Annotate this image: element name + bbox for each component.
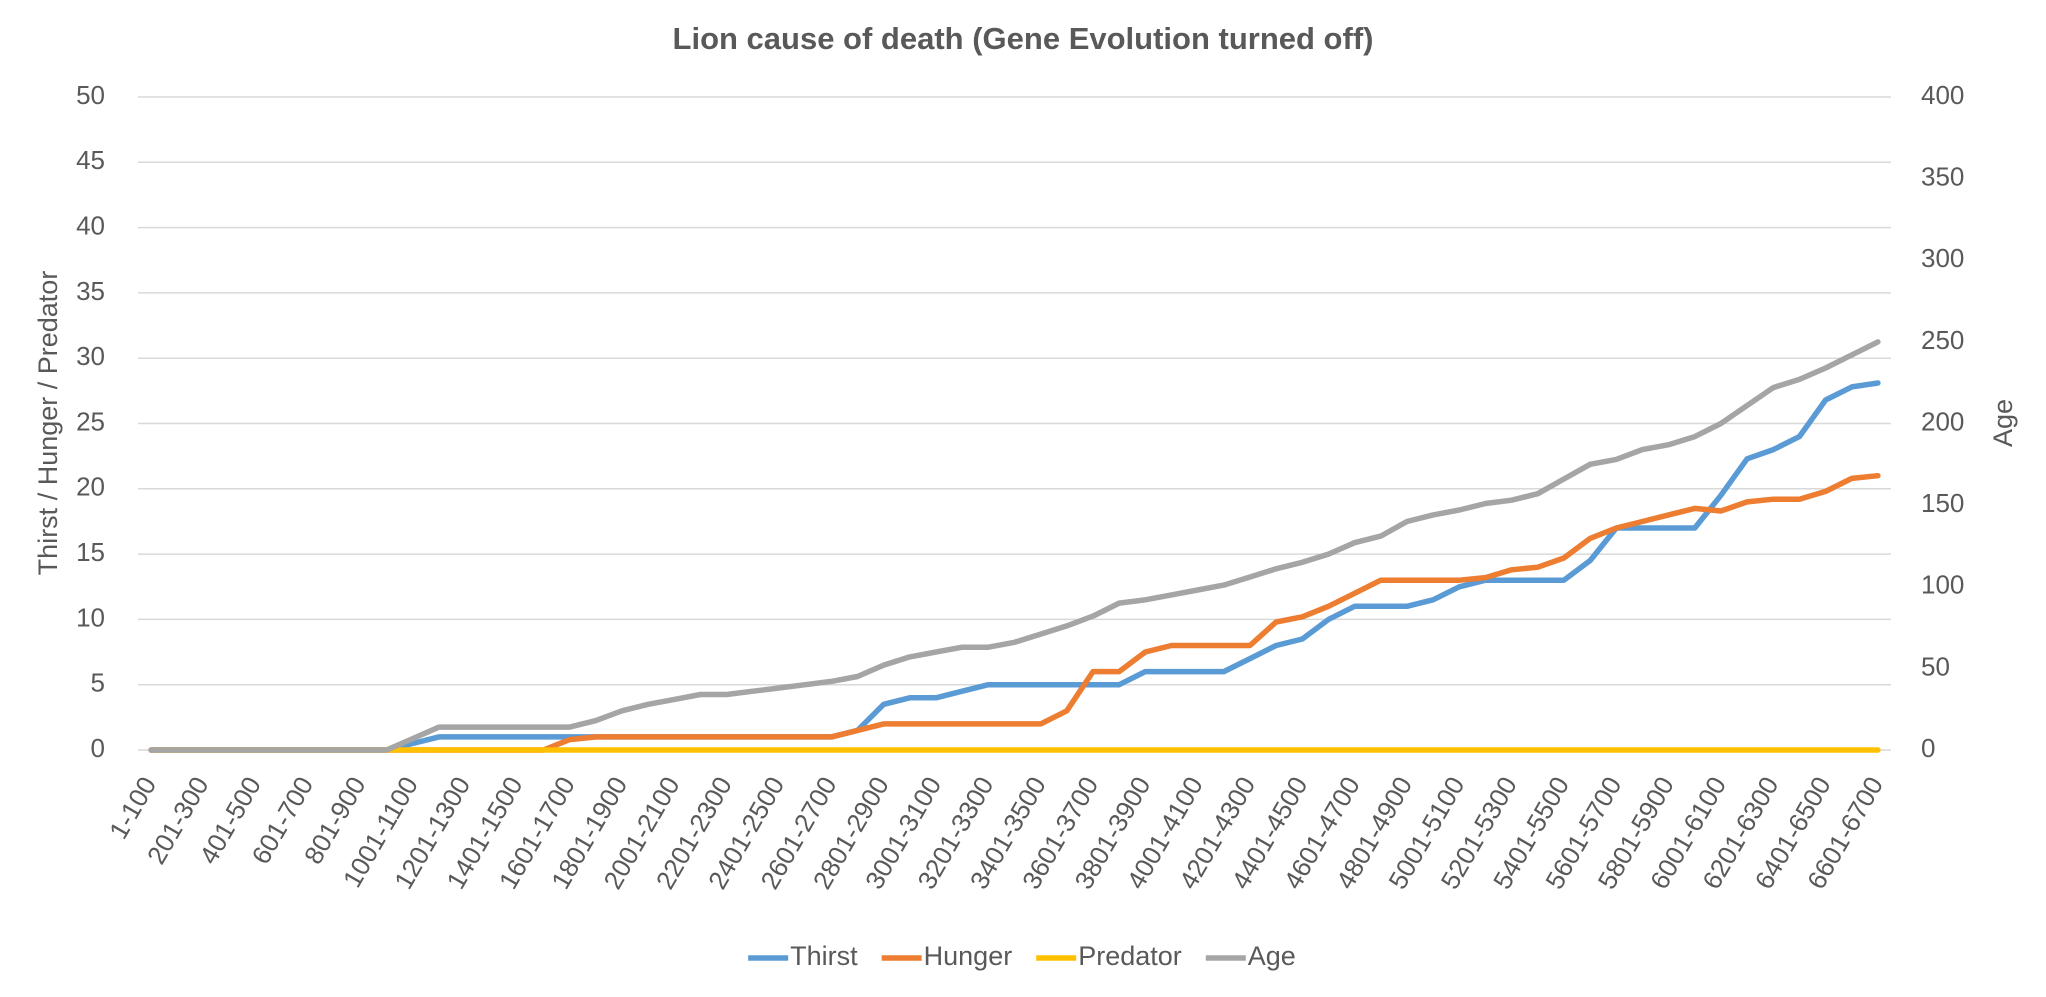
y2-tick-label: 200 bbox=[1921, 406, 1964, 436]
y2-tick-label: 0 bbox=[1921, 733, 1935, 763]
y2-tick-label: 350 bbox=[1921, 162, 1964, 192]
y2-axis-title: Age bbox=[1988, 399, 2018, 447]
series-line bbox=[148, 472, 1881, 753]
y-tick-label: 45 bbox=[76, 145, 105, 175]
y-tick-label: 25 bbox=[76, 406, 105, 436]
y-tick-label: 50 bbox=[76, 80, 105, 110]
y2-tick-label: 150 bbox=[1921, 488, 1964, 518]
chart-title: Lion cause of death (Gene Evolution turn… bbox=[673, 21, 1374, 56]
y2-tick-label: 100 bbox=[1921, 570, 1964, 600]
y-tick-label: 5 bbox=[91, 668, 105, 698]
y-tick-label: 35 bbox=[76, 276, 105, 306]
y-tick-label: 15 bbox=[76, 537, 105, 567]
y2-tick-label: 250 bbox=[1921, 325, 1964, 355]
series-line bbox=[148, 339, 1881, 753]
y2-tick-label: 50 bbox=[1921, 651, 1950, 681]
y-tick-label: 10 bbox=[76, 602, 105, 632]
y2-tick-label: 400 bbox=[1921, 80, 1964, 110]
y-tick-label: 40 bbox=[76, 210, 105, 240]
y2-tick-label: 300 bbox=[1921, 243, 1964, 273]
legend-label: Age bbox=[1248, 941, 1296, 971]
y-tick-label: 0 bbox=[91, 733, 105, 763]
legend-label: Thirst bbox=[790, 941, 858, 971]
legend-label: Hunger bbox=[924, 941, 1013, 971]
y-axis-title: Thirst / Hunger / Predator bbox=[33, 271, 63, 576]
series-line bbox=[148, 380, 1881, 753]
legend-label: Predator bbox=[1078, 941, 1182, 971]
y-tick-label: 20 bbox=[76, 472, 105, 502]
y-tick-label: 30 bbox=[76, 341, 105, 371]
